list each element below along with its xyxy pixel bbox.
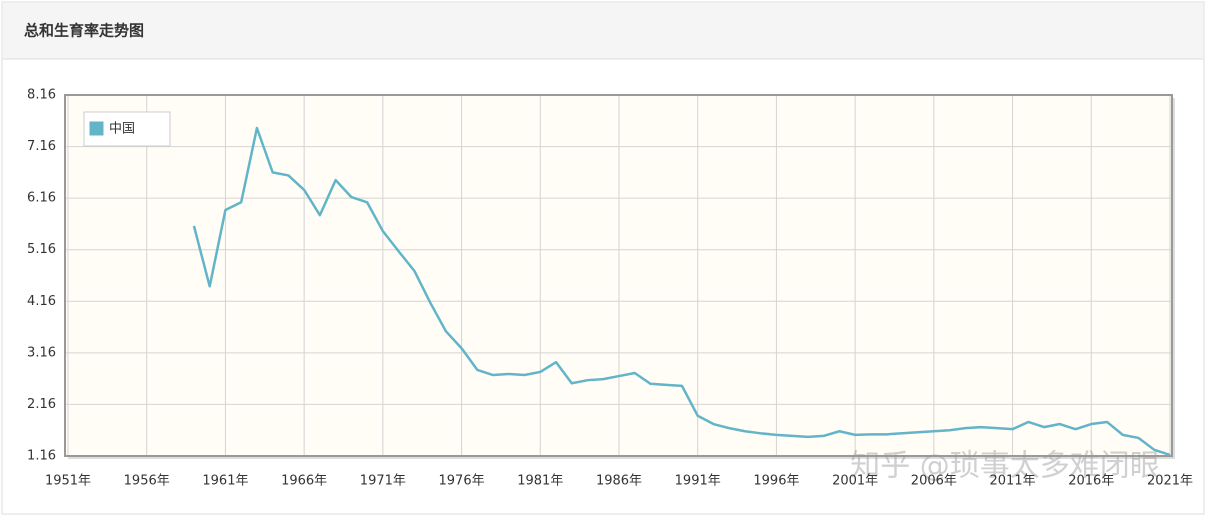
y-tick-label: 6.16	[27, 191, 56, 206]
x-tick-label: 1951年	[45, 474, 91, 489]
x-tick-label: 2016年	[1068, 474, 1114, 489]
x-tick-label: 1971年	[360, 474, 406, 489]
plot-border	[64, 94, 1173, 457]
x-tick-label: 2011年	[990, 474, 1036, 489]
y-tick-label: 2.16	[27, 397, 56, 412]
x-tick-label: 1981年	[517, 474, 563, 489]
x-tick-label: 2021年	[1147, 474, 1193, 489]
x-tick-label: 1991年	[675, 474, 721, 489]
y-tick-label: 7.16	[27, 139, 56, 154]
panel-header	[3, 3, 1203, 59]
y-tick-label: 8.16	[27, 88, 56, 103]
y-tick-label: 5.16	[27, 242, 56, 257]
x-tick-label: 1986年	[596, 474, 642, 489]
y-tick-label: 1.16	[27, 449, 56, 464]
x-tick-label: 1961年	[202, 474, 248, 489]
watermark: 知乎 @琐事太多难闭眼	[850, 449, 1160, 484]
y-tick-label: 3.16	[27, 345, 56, 360]
legend-label: 中国	[109, 122, 135, 137]
x-tick-label: 2001年	[832, 474, 878, 489]
x-tick-label: 1966年	[281, 474, 327, 489]
legend-swatch	[88, 120, 105, 137]
x-tick-label: 1956年	[124, 474, 170, 489]
y-tick-label: 4.16	[27, 294, 56, 309]
x-tick-label: 2006年	[911, 474, 957, 489]
series-line	[192, 126, 1171, 457]
x-tick-label: 1996年	[753, 474, 799, 489]
panel-title: 总和生育率走势图	[24, 22, 144, 40]
x-tick-label: 1976年	[439, 474, 485, 489]
